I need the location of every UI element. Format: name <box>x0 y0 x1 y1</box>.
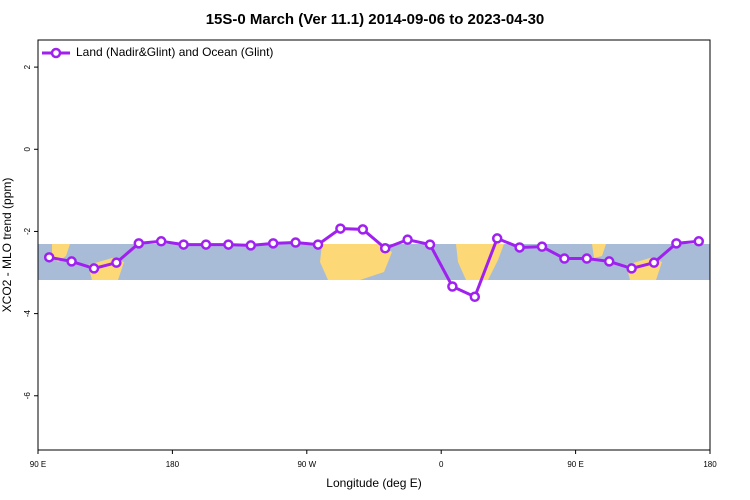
point <box>335 223 346 234</box>
point <box>379 243 391 254</box>
point <box>88 263 100 274</box>
x-tick-label: 180 <box>703 460 717 469</box>
y-axis-label: XCO2 - MLO trend (ppm) <box>0 178 14 313</box>
point <box>200 239 212 250</box>
point <box>648 257 660 268</box>
legend-label: Land (Nadir&Glint) and Ocean (Glint) <box>76 45 273 59</box>
point <box>223 239 234 250</box>
point <box>603 256 615 267</box>
y-tick-label: -4 <box>23 310 32 318</box>
point <box>447 281 458 292</box>
legend <box>40 42 290 66</box>
point <box>626 263 637 274</box>
point <box>66 256 77 267</box>
point <box>559 253 570 264</box>
y-tick-label: 2 <box>23 64 32 69</box>
x-tick-label: 90 E <box>30 460 46 469</box>
point <box>178 239 189 250</box>
x-axis-label: Longitude (deg E) <box>326 476 421 490</box>
point <box>111 257 122 268</box>
point <box>357 224 369 235</box>
point <box>469 291 481 303</box>
point <box>491 233 503 244</box>
point <box>290 237 301 248</box>
x-tick-label: 0 <box>439 460 444 469</box>
legend-marker <box>50 47 62 59</box>
x-tick-label: 90 E <box>567 460 583 469</box>
point <box>43 252 55 263</box>
point <box>514 242 525 253</box>
point <box>267 238 279 249</box>
y-tick-label: -6 <box>23 392 32 400</box>
point <box>312 239 324 250</box>
y-tick-label: -2 <box>23 227 32 235</box>
x-tick-label: 180 <box>166 460 180 469</box>
x-tick-label: 90 W <box>297 460 316 469</box>
point <box>671 238 682 249</box>
point <box>693 236 705 247</box>
point <box>402 234 413 245</box>
plot-frame <box>37 39 711 451</box>
point <box>133 238 145 249</box>
point <box>536 241 548 252</box>
point <box>424 239 436 250</box>
chart-title: 15S-0 March (Ver 11.1) 2014-09-06 to 202… <box>206 11 545 28</box>
point <box>245 240 257 251</box>
y-tick-label: 0 <box>23 147 32 152</box>
point <box>155 236 167 247</box>
point <box>581 253 593 264</box>
